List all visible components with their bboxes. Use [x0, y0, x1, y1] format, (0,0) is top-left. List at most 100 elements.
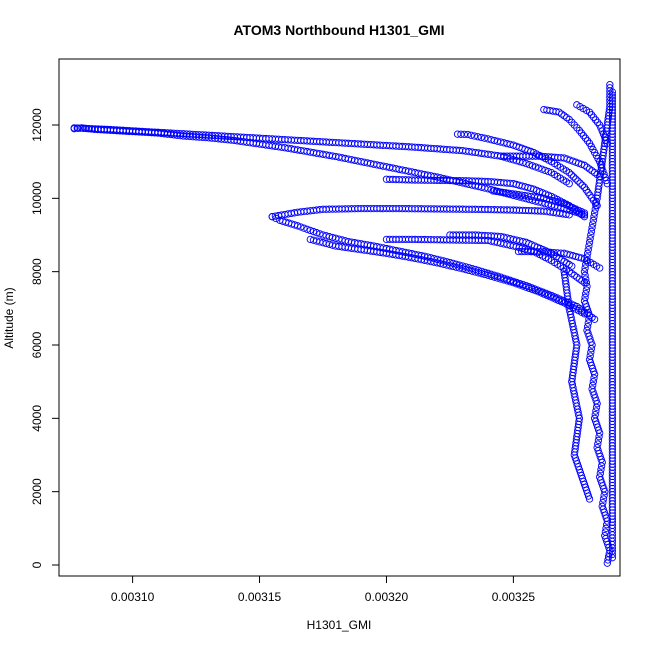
y-axis-label: Altitude (m) — [2, 287, 16, 348]
data-point — [581, 264, 589, 272]
data-point — [591, 411, 599, 419]
data-point — [528, 162, 537, 170]
x-tick-label: 0.00320 — [365, 590, 409, 604]
series-12 — [489, 187, 589, 217]
data-point — [581, 271, 589, 279]
data-point — [587, 231, 595, 239]
data-point — [535, 164, 543, 172]
data-point — [598, 164, 606, 172]
data-point — [594, 440, 602, 448]
data-point — [587, 348, 595, 356]
y-tick-label: 0 — [30, 561, 44, 568]
data-point — [586, 235, 594, 243]
plot-frame — [58, 58, 621, 577]
data-point — [585, 108, 594, 116]
data-point — [303, 225, 311, 233]
y-tick-label: 8000 — [30, 258, 44, 285]
data-point — [606, 84, 614, 92]
data-point — [577, 254, 586, 262]
data-point — [588, 385, 596, 393]
data-point — [587, 111, 596, 119]
data-point — [477, 133, 485, 142]
data-point — [582, 260, 590, 268]
data-point — [584, 246, 592, 254]
data-point — [584, 319, 592, 327]
data-point — [580, 297, 589, 305]
data-point — [599, 499, 607, 507]
data-point — [474, 133, 482, 141]
data-point — [590, 414, 599, 422]
data-point — [598, 502, 606, 510]
data-point — [608, 88, 617, 96]
data-point — [581, 293, 589, 301]
data-point — [297, 223, 305, 231]
data-point — [300, 224, 308, 232]
data-point — [589, 216, 597, 224]
data-point — [601, 173, 609, 182]
data-point — [583, 326, 591, 334]
data-point — [544, 167, 552, 176]
data-point — [593, 202, 601, 210]
data-point — [512, 280, 521, 288]
series-3 — [70, 124, 573, 188]
series-14 — [446, 231, 576, 270]
data-point — [464, 130, 472, 139]
data-point — [594, 436, 603, 444]
data-point — [568, 262, 576, 270]
data-point — [596, 264, 604, 272]
data-point — [583, 323, 592, 331]
data-point — [585, 495, 594, 503]
data-point — [601, 532, 609, 540]
data-point — [583, 137, 592, 145]
series-15 — [573, 101, 611, 147]
data-point — [525, 160, 533, 169]
data-point — [603, 139, 611, 147]
data-point — [583, 282, 591, 290]
data-point — [580, 310, 589, 318]
data-point — [519, 282, 527, 290]
data-point — [597, 161, 605, 169]
data-point — [587, 227, 596, 235]
data-point — [538, 165, 546, 173]
data-point — [589, 220, 597, 228]
data-point — [590, 213, 598, 221]
data-point — [599, 167, 607, 175]
data-point — [480, 134, 489, 142]
data-point — [460, 130, 468, 139]
data-point — [509, 279, 518, 287]
data-point — [588, 224, 596, 232]
data-point — [506, 278, 514, 286]
data-point — [600, 170, 608, 178]
data-point — [574, 177, 582, 185]
data-point — [586, 352, 594, 360]
data-point — [608, 91, 617, 99]
data-point — [581, 134, 590, 142]
data-point — [580, 209, 589, 217]
data-point — [516, 281, 524, 289]
data-point — [594, 118, 602, 127]
y-tick-label: 4000 — [30, 405, 44, 432]
data-point — [593, 444, 601, 452]
data-point — [565, 169, 573, 177]
data-point — [585, 238, 594, 246]
data-point — [525, 284, 533, 293]
data-point — [590, 315, 599, 323]
data-point — [565, 211, 573, 219]
data-point — [567, 171, 576, 179]
data-point — [584, 492, 593, 500]
data-point — [572, 175, 580, 183]
data-point — [599, 495, 608, 503]
data-point — [596, 469, 604, 477]
data-point — [603, 180, 611, 188]
data-point — [470, 132, 479, 140]
data-point — [590, 209, 599, 217]
data-point — [313, 229, 321, 237]
x-tick-label: 0.00315 — [238, 590, 282, 604]
data-point — [589, 378, 597, 386]
series-4 — [268, 213, 599, 323]
data-point — [316, 230, 324, 238]
y-tick-label: 2000 — [30, 478, 44, 505]
y-tick-label: 10000 — [30, 181, 44, 215]
data-point — [591, 116, 600, 124]
data-point — [602, 176, 610, 185]
